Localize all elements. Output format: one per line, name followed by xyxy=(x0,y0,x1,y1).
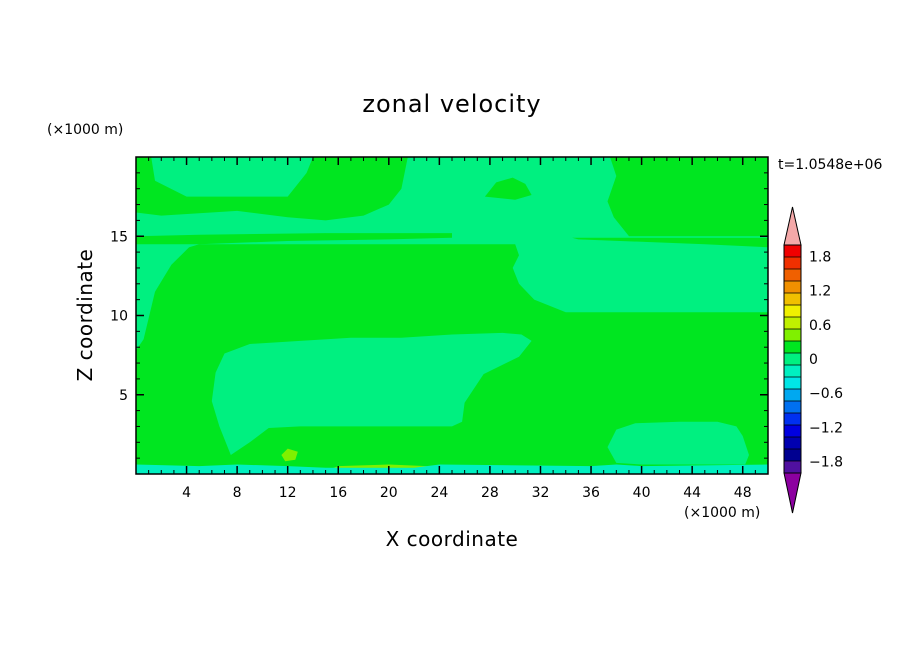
colorbar-swatch xyxy=(784,353,801,366)
x-tick-label: 48 xyxy=(734,485,752,501)
x-tick-label: 20 xyxy=(380,485,398,501)
colorbar-under-triangle xyxy=(783,472,802,514)
colorbar-swatch xyxy=(784,365,801,378)
plot-area xyxy=(136,157,768,474)
x-tick-label: 32 xyxy=(532,485,550,501)
colorbar-frame xyxy=(783,244,802,474)
y-tick-label: 10 xyxy=(110,309,128,325)
time-label: t=1.0548e+06 xyxy=(778,157,882,173)
x-axis-label: X coordinate xyxy=(386,527,519,551)
contour-region-6 xyxy=(211,332,532,455)
colorbar-swatch xyxy=(784,245,801,258)
x-tick-label: 8 xyxy=(233,485,242,501)
colorbar: 1.8 1.2 0.6 0 −0.6 −1.2 −1.8 xyxy=(783,206,843,514)
colorbar-label: 0 xyxy=(809,352,818,368)
colorbar-swatch xyxy=(784,425,801,438)
x-tick-label: 12 xyxy=(279,485,297,501)
colorbar-swatch xyxy=(784,329,801,342)
colorbar-swatch xyxy=(784,317,801,330)
colorbar-label: −1.2 xyxy=(809,420,843,436)
colorbar-swatch xyxy=(784,281,801,294)
x-tick-label: 16 xyxy=(329,485,347,501)
colorbar-label: 1.8 xyxy=(809,249,831,265)
y-axis: 5 10 15 xyxy=(110,172,768,459)
x-tick-label: 24 xyxy=(430,485,448,501)
colorbar-over-triangle xyxy=(783,206,802,246)
colorbar-swatch xyxy=(784,461,801,474)
x-tick-label: 40 xyxy=(633,485,651,501)
colorbar-label: −0.6 xyxy=(809,386,843,402)
colorbar-swatch xyxy=(784,401,801,414)
colorbar-swatch xyxy=(784,305,801,318)
colorbar-label: −1.8 xyxy=(809,455,843,471)
x-tick-label: 44 xyxy=(683,485,701,501)
x-tick-label: 28 xyxy=(481,485,499,501)
colorbar-swatch xyxy=(784,413,801,426)
colorbar-swatch xyxy=(784,293,801,306)
contour-region-5 xyxy=(607,157,768,237)
y-tick-label: 15 xyxy=(110,229,128,245)
colorbar-label: 1.2 xyxy=(809,284,831,300)
x-tick-label: 4 xyxy=(182,485,191,501)
contour-region-8 xyxy=(281,448,298,462)
colorbar-swatch xyxy=(784,389,801,402)
x-tick-label: 36 xyxy=(582,485,600,501)
colorbar-swatch xyxy=(784,257,801,270)
contour-region-2 xyxy=(136,157,408,221)
y-axis-label: Z coordinate xyxy=(73,249,97,382)
x-unit-label: (×1000 m) xyxy=(684,505,760,521)
contour-region-4 xyxy=(484,177,532,200)
y-tick-label: 5 xyxy=(119,388,128,404)
chart-title: zonal velocity xyxy=(362,90,541,118)
contour-region-7 xyxy=(607,421,749,465)
colorbar-swatch xyxy=(784,269,801,282)
contour-region-3 xyxy=(136,233,452,245)
x-axis: 4 8 12 16 20 24 28 32 36 40 44 48 xyxy=(148,157,756,501)
contour-region-11 xyxy=(136,464,768,474)
colorbar-swatch xyxy=(784,341,801,354)
colorbar-swatch xyxy=(784,437,801,450)
y-unit-label: (×1000 m) xyxy=(47,122,123,138)
colorbar-swatch xyxy=(784,449,801,462)
colorbar-label: 0.6 xyxy=(809,318,831,334)
colorbar-swatch xyxy=(784,377,801,390)
